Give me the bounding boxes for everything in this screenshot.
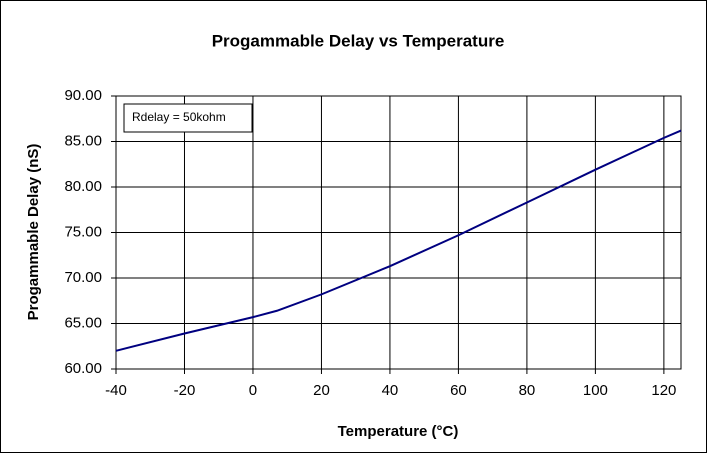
y-tick-label: 80.00 bbox=[64, 178, 102, 195]
x-axis-label: Temperature (°C) bbox=[338, 423, 459, 440]
x-tick-label: 100 bbox=[583, 382, 608, 399]
y-axis-label: Progammable Delay (nS) bbox=[25, 144, 42, 321]
x-tick-label: 60 bbox=[450, 382, 467, 399]
annotation: Rdelay = 50kohm bbox=[132, 110, 226, 124]
y-tick-label: 85.00 bbox=[64, 132, 102, 149]
data-line bbox=[115, 129, 682, 352]
y-tick-label: 90.00 bbox=[64, 87, 102, 104]
x-tick-label: -40 bbox=[105, 382, 127, 399]
chart-title: Progammable Delay vs Temperature bbox=[212, 31, 505, 50]
annotation-box bbox=[123, 103, 253, 133]
x-tick-label: -20 bbox=[174, 382, 196, 399]
x-tick-label: 120 bbox=[651, 382, 676, 399]
x-tick-label: 0 bbox=[249, 382, 257, 399]
y-tick-label: 75.00 bbox=[64, 223, 102, 240]
y-tick-label: 60.00 bbox=[64, 360, 102, 377]
y-tick-label: 70.00 bbox=[64, 269, 102, 286]
x-tick-label: 80 bbox=[519, 382, 536, 399]
x-tick-label: 20 bbox=[313, 382, 330, 399]
y-tick-label: 65.00 bbox=[64, 314, 102, 331]
x-tick-label: 40 bbox=[382, 382, 399, 399]
